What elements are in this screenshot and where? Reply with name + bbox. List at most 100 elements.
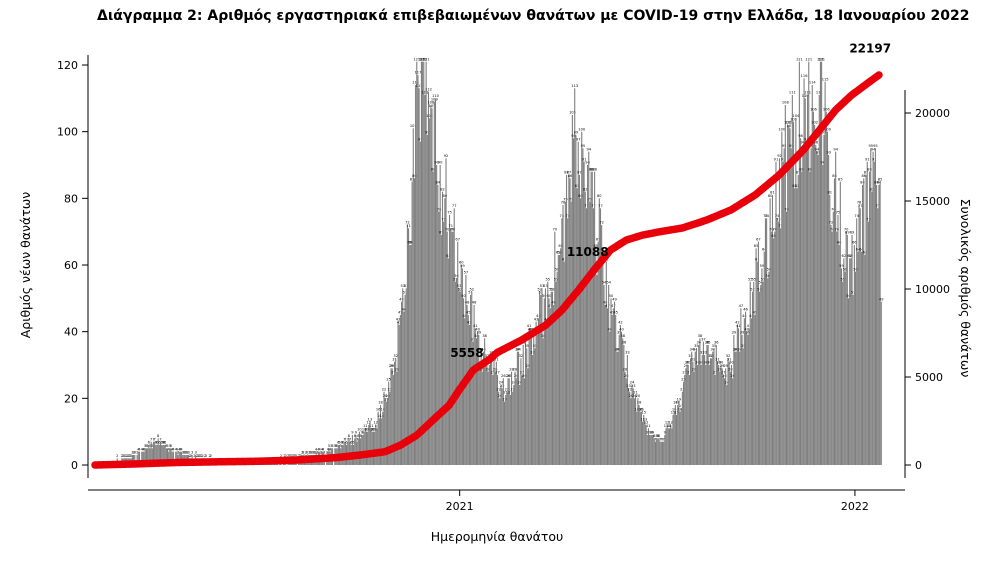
- bar-value-label: 87: [564, 171, 569, 175]
- bar-value-label: 34: [615, 347, 620, 351]
- bar-value-label: 55: [840, 277, 845, 281]
- bar-value-label: 90: [434, 161, 439, 165]
- bar-value-label: 11: [363, 424, 368, 428]
- bar: [546, 321, 548, 465]
- bar-value-label: 8: [348, 434, 351, 438]
- bar: [684, 375, 686, 465]
- bar: [499, 398, 501, 465]
- bar: [609, 331, 611, 465]
- bar-value-label: 74: [775, 214, 780, 218]
- bar: [622, 338, 624, 465]
- bar-value-label: 115: [822, 77, 829, 81]
- bar-value-label: 98: [798, 134, 803, 138]
- bar-value-label: 4: [329, 447, 332, 451]
- bar-value-label: 9: [650, 431, 653, 435]
- bar-value-label: 71: [406, 224, 411, 228]
- bar: [175, 451, 177, 465]
- bar: [576, 188, 578, 465]
- bar: [722, 375, 724, 465]
- bar-value-label: 49: [612, 297, 617, 301]
- bar-value-label: 76: [831, 207, 836, 211]
- bar-value-label: 45: [613, 311, 618, 315]
- bar: [560, 248, 562, 465]
- bar-value-label: 30: [699, 361, 704, 365]
- bar: [690, 358, 692, 465]
- bar-value-label: 5: [335, 444, 337, 448]
- bar-value-label: 45: [466, 311, 471, 315]
- bar-value-label: 58: [853, 267, 858, 271]
- bar-value-label: 74: [763, 214, 768, 218]
- bar: [727, 358, 729, 465]
- bar: [678, 401, 680, 465]
- bar: [711, 358, 713, 465]
- bar: [795, 118, 797, 465]
- bar-value-label: 74: [764, 214, 769, 218]
- bar-value-label: 88: [589, 167, 594, 171]
- bar-value-label: 77: [584, 204, 589, 208]
- bar: [496, 375, 499, 465]
- y-axis-label-left: Αριθμός νέων θανάτων: [18, 192, 33, 339]
- bar-value-label: 33: [625, 351, 630, 355]
- bar-value-label: 32: [485, 354, 490, 358]
- bar-value-label: 4: [142, 447, 145, 451]
- bar-value-label: 41: [527, 324, 532, 328]
- bar-value-label: 32: [708, 354, 713, 358]
- bar-value-label: 31: [691, 357, 696, 361]
- bar-value-label: 7: [152, 437, 154, 441]
- bar-value-label: 9: [651, 431, 654, 435]
- bar-value-label: 42: [618, 321, 623, 325]
- bar-value-label: 20: [383, 394, 388, 398]
- bar: [785, 211, 788, 465]
- bar: [500, 385, 502, 465]
- bar-value-label: 36: [622, 341, 627, 345]
- bar: [694, 351, 696, 465]
- bar-value-label: 2: [122, 454, 124, 458]
- bar-value-label: 42: [397, 321, 402, 325]
- bar-value-label: 7: [154, 437, 156, 441]
- bar-value-label: 26: [501, 374, 506, 378]
- bar-value-label: 3: [177, 451, 179, 455]
- bar: [701, 355, 703, 465]
- bar: [516, 351, 518, 465]
- bar-value-label: 64: [856, 247, 861, 251]
- bar: [361, 435, 363, 465]
- bar: [448, 215, 451, 465]
- bar-value-label: 39: [617, 331, 622, 335]
- bar-value-label: 121: [817, 57, 824, 61]
- bar: [152, 441, 155, 465]
- bar-value-label: 34: [737, 347, 742, 351]
- bar-value-label: 4: [138, 447, 141, 451]
- bar-value-label: 34: [479, 347, 484, 351]
- bar-value-label: 44: [462, 314, 467, 318]
- bar-value-label: 50: [461, 294, 466, 298]
- bar: [653, 438, 655, 465]
- bar-value-label: 2: [198, 454, 200, 458]
- bar: [147, 448, 149, 465]
- bar: [595, 248, 597, 465]
- bar: [728, 361, 730, 465]
- bar: [165, 448, 167, 465]
- bar-value-label: 2: [205, 454, 207, 458]
- bar-value-label: 48: [472, 301, 477, 305]
- bar-value-label: 33: [700, 351, 705, 355]
- bar-value-label: 4: [168, 447, 171, 451]
- bar-value-label: 8: [655, 434, 658, 438]
- bar-value-label: 9: [361, 431, 364, 435]
- bar: [822, 165, 824, 465]
- bar-value-label: 32: [519, 354, 524, 358]
- bar: [591, 171, 593, 466]
- y-left-tick-label: 80: [64, 192, 78, 205]
- bar: [707, 345, 709, 465]
- bar-value-label: 52: [757, 287, 762, 291]
- bar-value-label: 67: [756, 237, 761, 241]
- bar-value-label: 43: [396, 317, 401, 321]
- bar-value-label: 38: [620, 334, 625, 338]
- bar-value-label: 2: [209, 454, 211, 458]
- bar-value-label: 2: [287, 454, 289, 458]
- bar: [488, 365, 490, 465]
- bar: [771, 195, 774, 465]
- bar: [857, 251, 859, 465]
- bar: [640, 411, 642, 465]
- bar-value-label: 16: [672, 407, 677, 411]
- bar: [654, 441, 657, 465]
